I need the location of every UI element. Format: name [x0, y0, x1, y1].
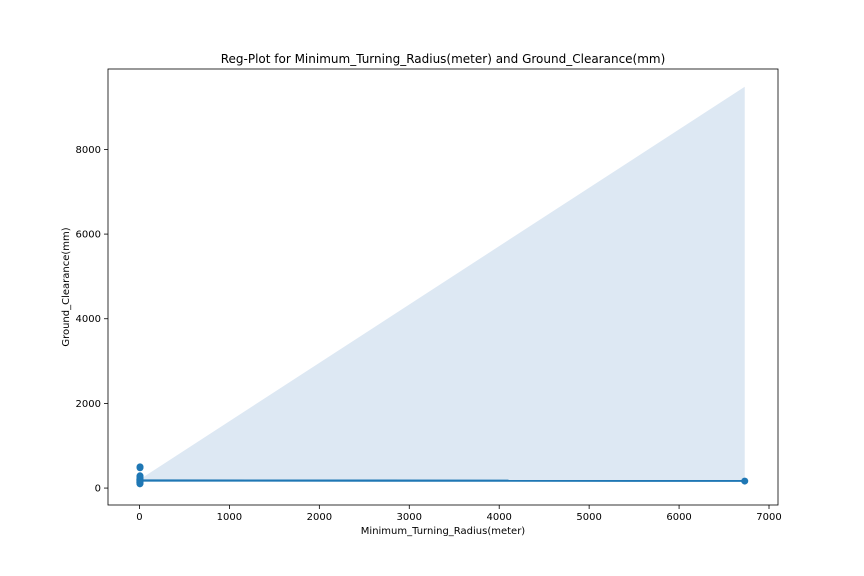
y-axis-ticks: 0 2000 4000 6000 8000 [76, 145, 108, 495]
x-axis-label: Minimum_Turning_Radius(meter) [361, 526, 526, 537]
confidence-band-layer [139, 86, 745, 482]
x-tick-label: 7000 [756, 512, 781, 523]
chart-title: Reg-Plot for Minimum_Turning_Radius(mete… [221, 52, 666, 66]
x-tick-label: 3000 [397, 512, 422, 523]
y-tick-label: 2000 [76, 399, 101, 410]
y-tick-label: 6000 [76, 230, 101, 241]
data-point [136, 480, 144, 488]
x-tick-label: 0 [136, 512, 142, 523]
x-tick-label: 2000 [307, 512, 332, 523]
x-tick-label: 6000 [666, 512, 691, 523]
x-tick-label: 4000 [486, 512, 511, 523]
y-axis-label: Ground_Clearance(mm) [61, 227, 72, 346]
y-tick-label: 8000 [76, 145, 101, 156]
confidence-band [139, 86, 745, 482]
scatter-points-layer [136, 463, 749, 488]
x-axis-ticks: 0 1000 2000 3000 4000 5000 6000 7000 [136, 505, 782, 523]
y-tick-label: 0 [95, 484, 101, 495]
data-point [136, 463, 144, 471]
data-point [136, 472, 144, 480]
data-point [741, 477, 749, 485]
x-tick-label: 5000 [576, 512, 601, 523]
x-tick-label: 1000 [217, 512, 242, 523]
y-tick-label: 4000 [76, 314, 101, 325]
plot-frame [107, 68, 779, 506]
